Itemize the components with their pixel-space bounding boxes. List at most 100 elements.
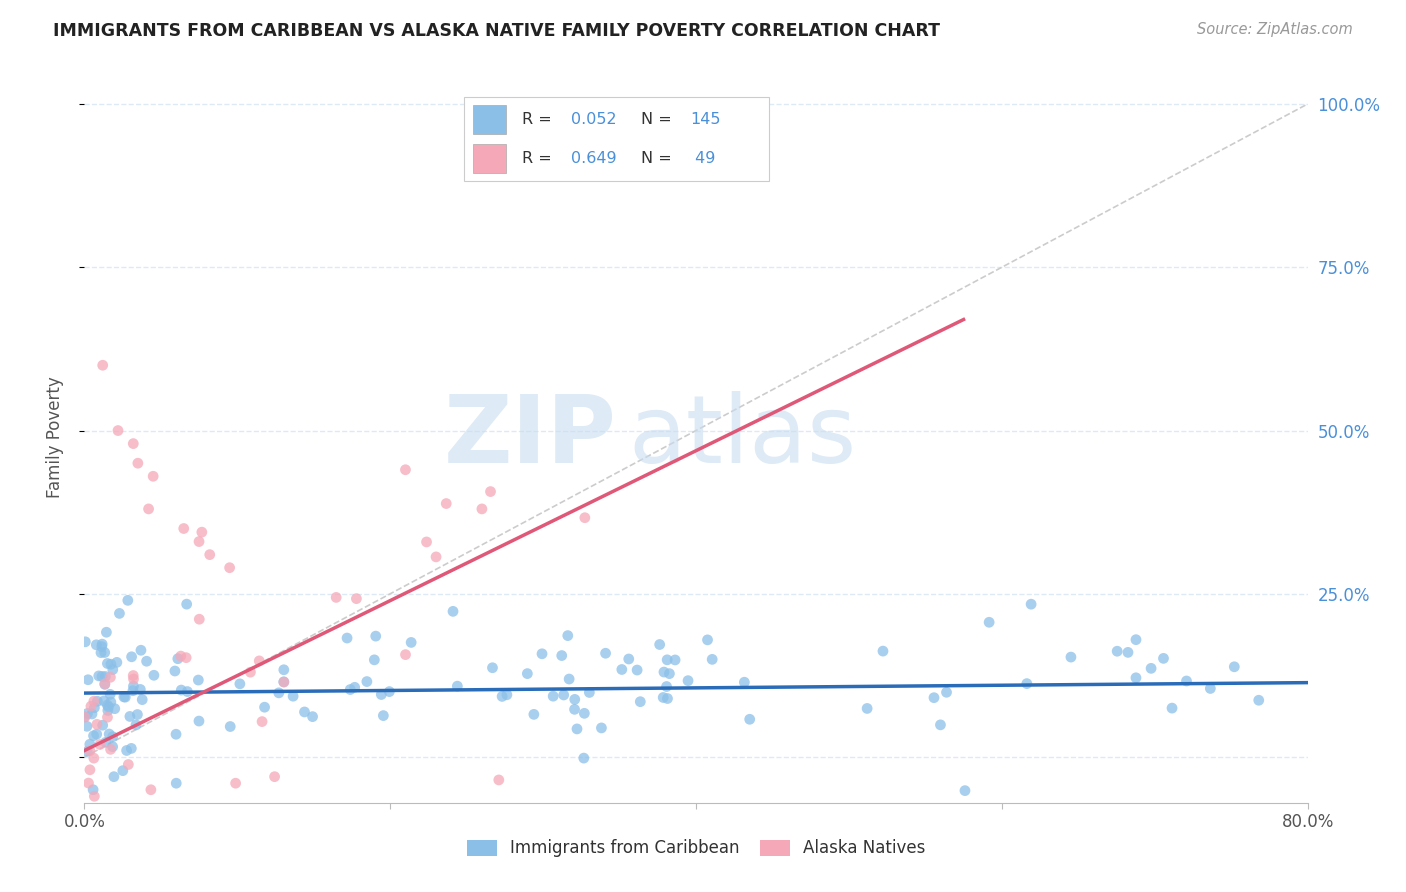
Point <box>872 644 894 658</box>
Point <box>617 652 640 666</box>
Point <box>239 665 262 680</box>
Point <box>93 646 115 660</box>
Point <box>856 701 879 715</box>
Point <box>93 694 115 708</box>
Point <box>91 669 114 683</box>
Point <box>97 704 120 718</box>
Point <box>98 687 121 701</box>
Point <box>108 607 131 621</box>
Point <box>84 638 107 652</box>
Point <box>96 710 118 724</box>
Point <box>553 688 575 702</box>
Point <box>90 640 112 654</box>
Legend: Immigrants from Caribbean, Alaska Natives: Immigrants from Caribbean, Alaska Native… <box>460 832 932 864</box>
Point <box>176 684 198 698</box>
Point <box>1116 645 1139 659</box>
Point <box>373 708 395 723</box>
Point <box>82 782 104 797</box>
Point <box>79 737 101 751</box>
Point <box>425 549 447 564</box>
Point <box>344 591 367 606</box>
Point <box>100 742 122 756</box>
Point <box>101 739 124 754</box>
Point <box>122 668 145 682</box>
Point <box>1019 597 1042 611</box>
Point <box>676 673 699 688</box>
Point <box>491 690 513 704</box>
Text: Source: ZipAtlas.com: Source: ZipAtlas.com <box>1197 22 1353 37</box>
Point <box>90 646 112 660</box>
Point <box>163 664 186 678</box>
Point <box>170 683 193 698</box>
Point <box>1175 673 1198 688</box>
Point <box>117 757 139 772</box>
Point <box>115 743 138 757</box>
Point <box>112 690 135 704</box>
Point <box>104 701 127 715</box>
Point <box>73 710 96 724</box>
Point <box>142 469 165 483</box>
Point <box>79 744 101 758</box>
Point <box>117 593 139 607</box>
Point <box>94 735 117 749</box>
Point <box>174 650 197 665</box>
Point <box>1223 660 1246 674</box>
Point <box>96 625 118 640</box>
Point <box>122 436 145 450</box>
Point <box>122 672 145 686</box>
Point <box>131 692 153 706</box>
Point <box>250 714 273 729</box>
Point <box>626 663 648 677</box>
Point <box>578 685 600 699</box>
Point <box>628 695 651 709</box>
Point <box>1125 632 1147 647</box>
Point <box>564 702 586 716</box>
Text: atlas: atlas <box>628 391 856 483</box>
Text: IMMIGRANTS FROM CARIBBEAN VS ALASKA NATIVE FAMILY POVERTY CORRELATION CHART: IMMIGRANTS FROM CARIBBEAN VS ALASKA NATI… <box>53 22 941 40</box>
Point <box>922 690 945 705</box>
Point <box>394 648 416 662</box>
Point <box>523 707 546 722</box>
Point <box>273 675 295 690</box>
Point <box>187 673 209 687</box>
Point <box>170 649 193 664</box>
Point <box>125 718 148 732</box>
Point <box>76 744 98 758</box>
Point <box>219 719 242 733</box>
Point <box>267 686 290 700</box>
Point <box>87 669 110 683</box>
Point <box>76 719 98 733</box>
Point <box>94 677 117 691</box>
Point <box>105 656 128 670</box>
Y-axis label: Family Poverty: Family Poverty <box>45 376 63 498</box>
Point <box>83 751 105 765</box>
Point <box>121 649 143 664</box>
Point <box>86 717 108 731</box>
Point <box>91 718 114 732</box>
Point <box>696 632 718 647</box>
Point <box>229 677 252 691</box>
Point <box>138 502 160 516</box>
Point <box>1161 701 1184 715</box>
Point <box>127 707 149 722</box>
Point <box>446 679 468 693</box>
Point <box>1140 661 1163 675</box>
Point <box>139 782 162 797</box>
Point <box>479 484 502 499</box>
Point <box>356 674 378 689</box>
Point <box>363 653 385 667</box>
Point <box>1107 644 1129 658</box>
Point <box>80 706 103 721</box>
Point <box>76 706 98 721</box>
Point <box>94 669 117 683</box>
Point <box>1125 671 1147 685</box>
Point <box>591 721 613 735</box>
Point <box>98 727 121 741</box>
Point <box>107 424 129 438</box>
Point <box>652 665 675 679</box>
Point <box>370 688 392 702</box>
Point <box>166 651 188 665</box>
Point <box>129 643 152 657</box>
Point <box>655 680 678 694</box>
Point <box>165 727 187 741</box>
